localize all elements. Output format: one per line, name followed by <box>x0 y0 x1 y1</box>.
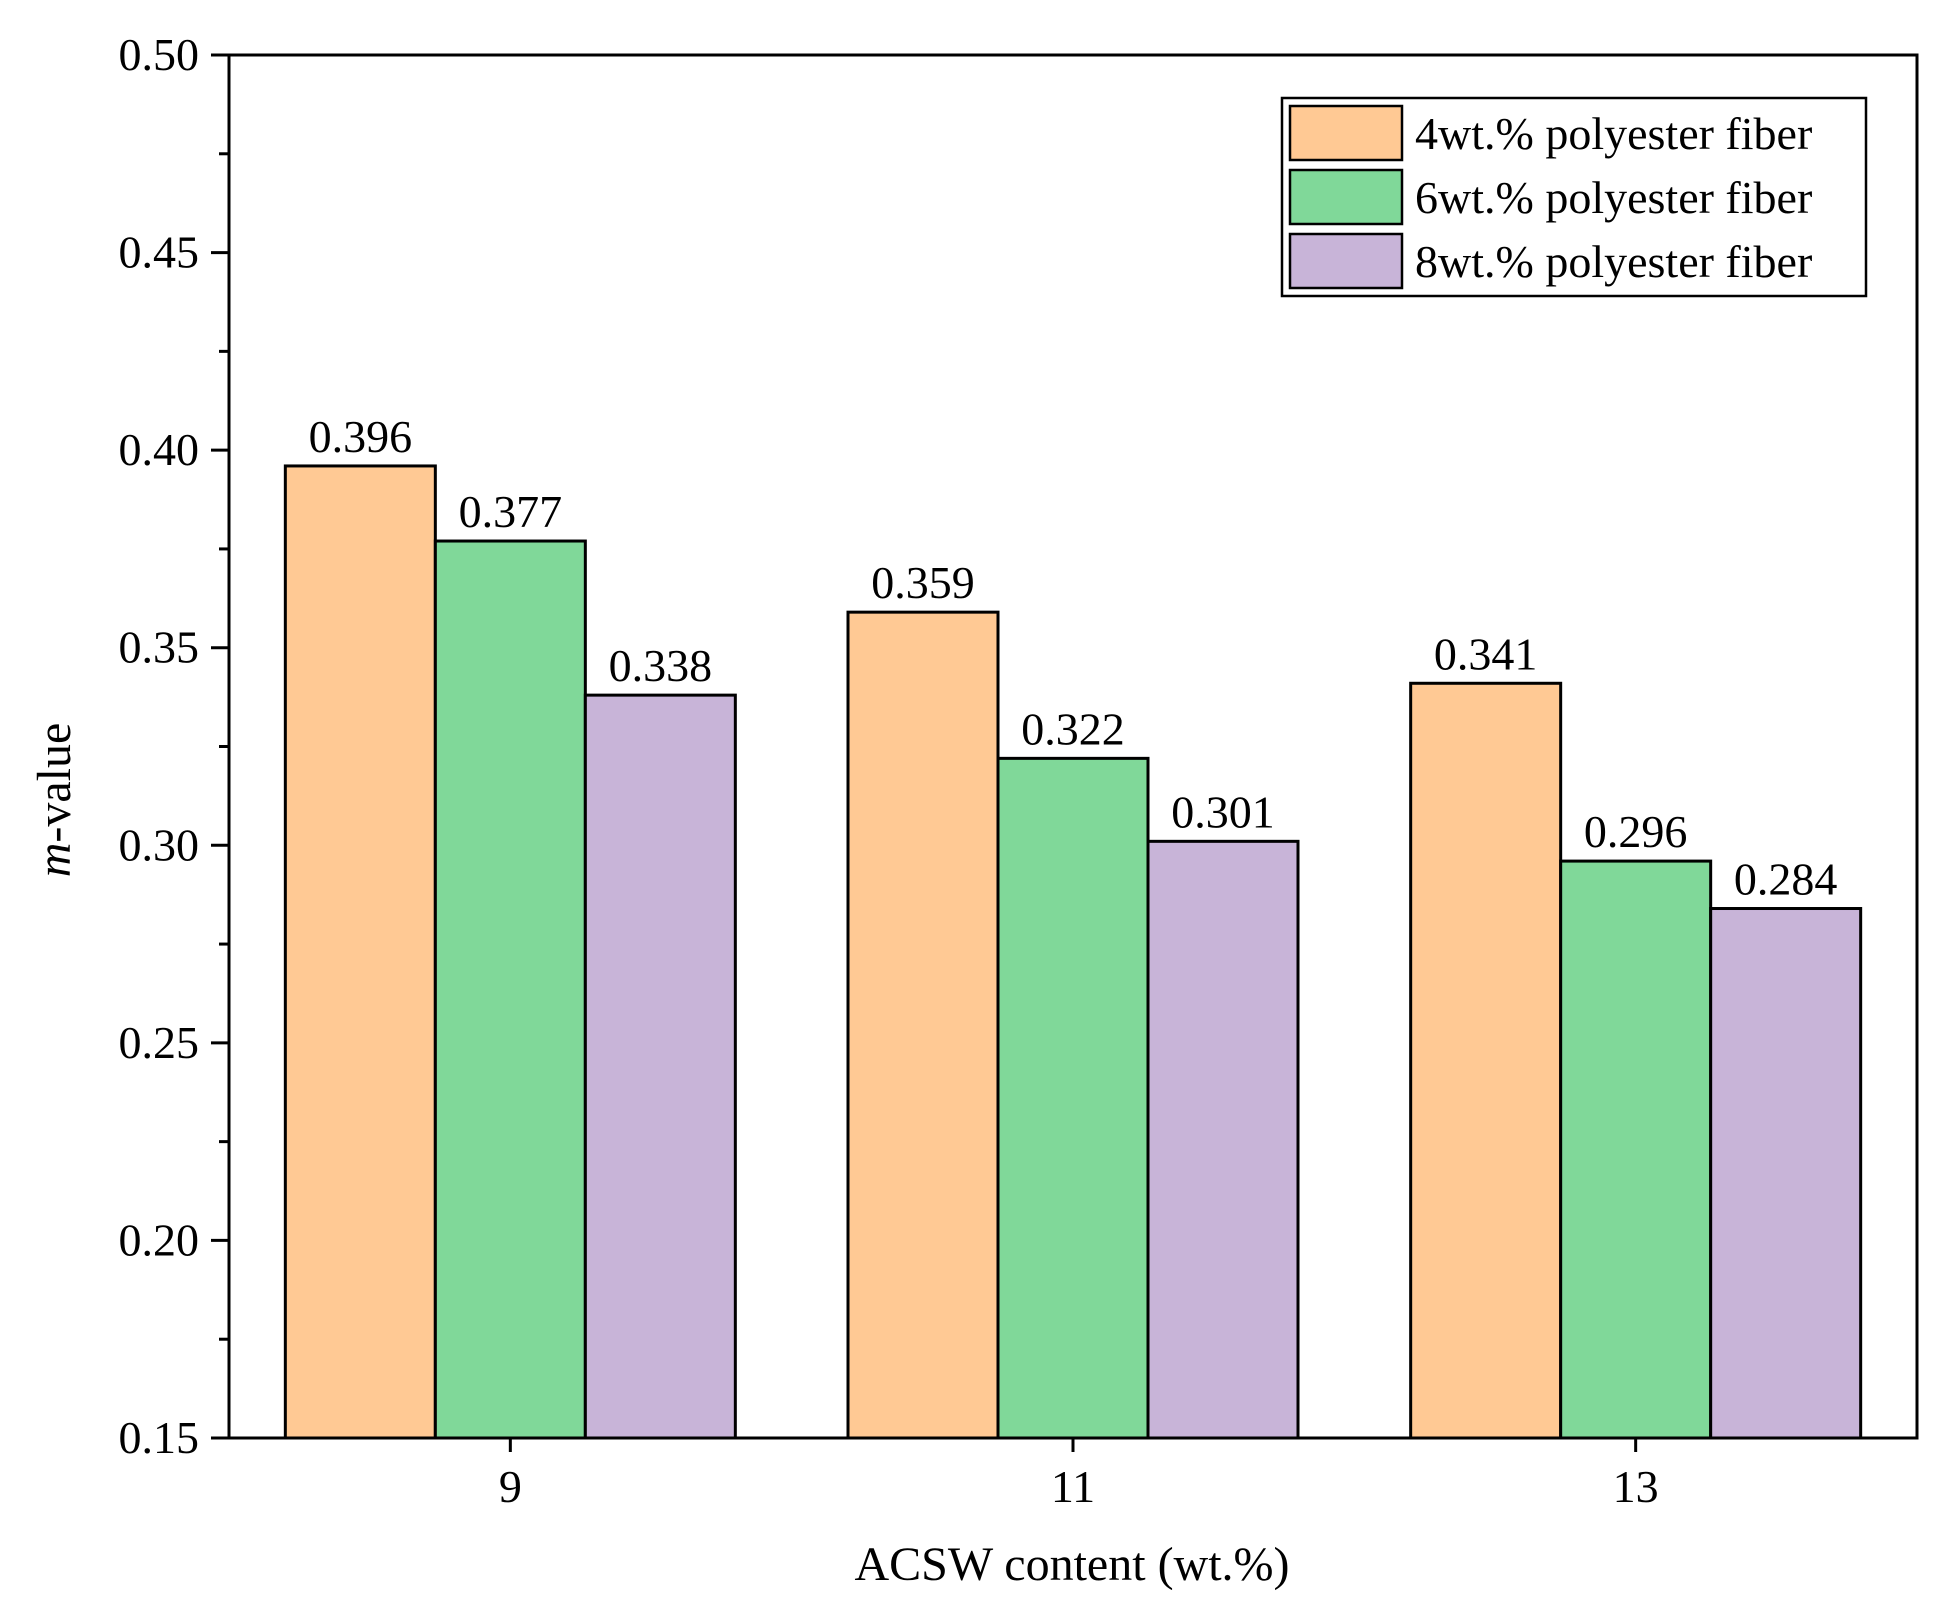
legend: 4wt.% polyester fiber 6wt.% polyester fib… <box>1280 96 1868 298</box>
bar-2-13 <box>1559 859 1713 1440</box>
y-tick-label-0.45: 0.45 <box>119 227 200 278</box>
legend-swatch-2 <box>1288 168 1404 226</box>
legend-label-1: 4wt.% polyester fiber <box>1415 108 1812 159</box>
legend-swatch-1 <box>1288 104 1404 162</box>
value-label-1-13: 0.341 <box>1434 628 1538 679</box>
bar-3-13 <box>1709 907 1863 1440</box>
bar-3-11 <box>1146 839 1300 1440</box>
y-tick-label-0.25: 0.25 <box>119 1017 200 1068</box>
bar-1-13 <box>1409 681 1563 1440</box>
bar-1-9 <box>283 464 437 1440</box>
x-tick-label-9: 9 <box>499 1461 522 1512</box>
value-label-2-11: 0.322 <box>1021 703 1125 754</box>
value-label-1-9: 0.396 <box>309 411 413 462</box>
x-tick-label-13: 13 <box>1613 1461 1659 1512</box>
y-tick-label-0.15: 0.15 <box>119 1412 200 1463</box>
y-axis-title: m-value <box>28 723 81 878</box>
value-label-3-13: 0.284 <box>1734 854 1838 905</box>
y-tick-label-0.40: 0.40 <box>119 424 200 475</box>
value-label-2-9: 0.377 <box>459 486 563 537</box>
value-label-3-9: 0.338 <box>609 640 713 691</box>
y-axis-title-rest: -value <box>28 723 81 843</box>
bar-2-11 <box>996 756 1150 1440</box>
x-axis-title: ACSW content (wt.%) <box>854 1538 1289 1591</box>
legend-swatch-3 <box>1288 232 1404 290</box>
bars-layer <box>283 464 1863 1440</box>
value-label-3-11: 0.301 <box>1171 786 1275 837</box>
y-tick-label-0.20: 0.20 <box>119 1214 200 1265</box>
y-tick-label-0.30: 0.30 <box>119 819 200 870</box>
bar-2-9 <box>433 539 587 1440</box>
legend-label-2: 6wt.% polyester fiber <box>1415 172 1812 223</box>
legend-label-3: 8wt.% polyester fiber <box>1415 236 1812 287</box>
y-tick-label-0.50: 0.50 <box>119 29 200 80</box>
y-tick-label-0.35: 0.35 <box>119 622 200 673</box>
bar-1-11 <box>846 610 1000 1440</box>
y-axis-title-italic: m <box>28 843 81 878</box>
axes-layer: 9 11 13 0.15 0.20 0.25 0.30 0.35 0.40 0.45 0.50 <box>119 29 1919 1512</box>
value-label-2-13: 0.296 <box>1584 806 1688 857</box>
bar-3-9 <box>583 693 737 1440</box>
value-label-1-11: 0.359 <box>871 557 975 608</box>
value-labels-layer: 0.396 0.377 0.338 0.359 0.322 0.301 0.341 0.296… <box>309 411 1838 905</box>
x-tick-label-11: 11 <box>1051 1461 1095 1512</box>
